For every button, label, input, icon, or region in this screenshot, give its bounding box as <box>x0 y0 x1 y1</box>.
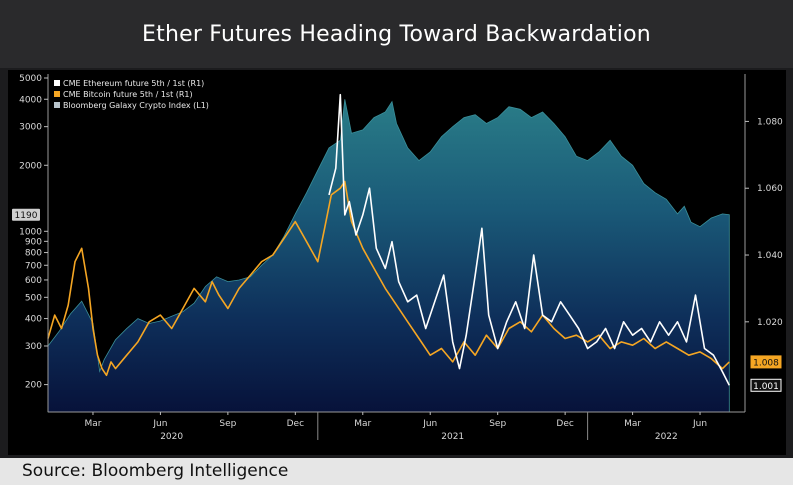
right-tick-label: 1.020 <box>757 318 783 328</box>
left-tick-label: 700 <box>25 261 42 271</box>
chart-title: Ether Futures Heading Toward Backwardati… <box>142 22 651 47</box>
x-tick-label: Mar <box>624 419 641 429</box>
x-tick-label: Sep <box>489 419 506 429</box>
x-tick-label: Jun <box>422 419 437 429</box>
left-tick-label: 3000 <box>19 123 42 133</box>
left-tick-label: 900 <box>25 237 42 247</box>
left-tick-label: 300 <box>25 342 42 352</box>
legend-swatch <box>54 91 60 97</box>
chart-area: 200 300 400 500 600 700 800 900 1000 2000 3000 4000… <box>8 70 786 455</box>
right-tick-label: 1.060 <box>757 184 783 194</box>
x-year-label: 2020 <box>160 432 183 442</box>
left-tick-label: 400 <box>25 315 42 325</box>
left-tick-label: 4000 <box>19 95 42 105</box>
right-last-value-label: 1.008 <box>753 358 779 368</box>
x-year-label: 2021 <box>441 432 464 442</box>
x-tick-label: Dec <box>287 419 304 429</box>
left-tick-label: 1000 <box>19 227 42 237</box>
left-tick-label: 600 <box>25 276 42 286</box>
left-tick-label: 5000 <box>19 74 42 84</box>
left-tick-label: 200 <box>25 381 42 391</box>
legend-swatch <box>54 80 60 86</box>
legend-label: Bloomberg Galaxy Crypto Index (L1) <box>63 101 209 110</box>
left-last-value-label: 1190 <box>15 211 38 221</box>
source-bar: Source: Bloomberg Intelligence <box>0 458 793 485</box>
x-tick-label: Mar <box>354 419 371 429</box>
title-bar: Ether Futures Heading Toward Backwardati… <box>0 0 793 68</box>
x-tick-label: Sep <box>219 419 236 429</box>
x-tick-label: Mar <box>84 419 101 429</box>
x-tick-label: Jun <box>692 419 707 429</box>
right-tick-label: 1.040 <box>757 251 783 261</box>
x-tick-label: Dec <box>556 419 573 429</box>
right-tick-label: 1.080 <box>757 117 783 127</box>
x-tick-label: Jun <box>152 419 167 429</box>
legend-label: CME Bitcoin future 5th / 1st (R1) <box>63 90 193 99</box>
left-tick-label: 500 <box>25 293 42 303</box>
source-note: Source: Bloomberg Intelligence <box>22 461 288 481</box>
right-last-value-label: 1.001 <box>753 382 779 392</box>
left-tick-label: 800 <box>25 249 42 259</box>
legend-label: CME Ethereum future 5th / 1st (R1) <box>63 79 204 88</box>
x-year-label: 2022 <box>655 432 678 442</box>
legend-swatch <box>54 102 60 108</box>
left-tick-label: 2000 <box>19 161 42 171</box>
